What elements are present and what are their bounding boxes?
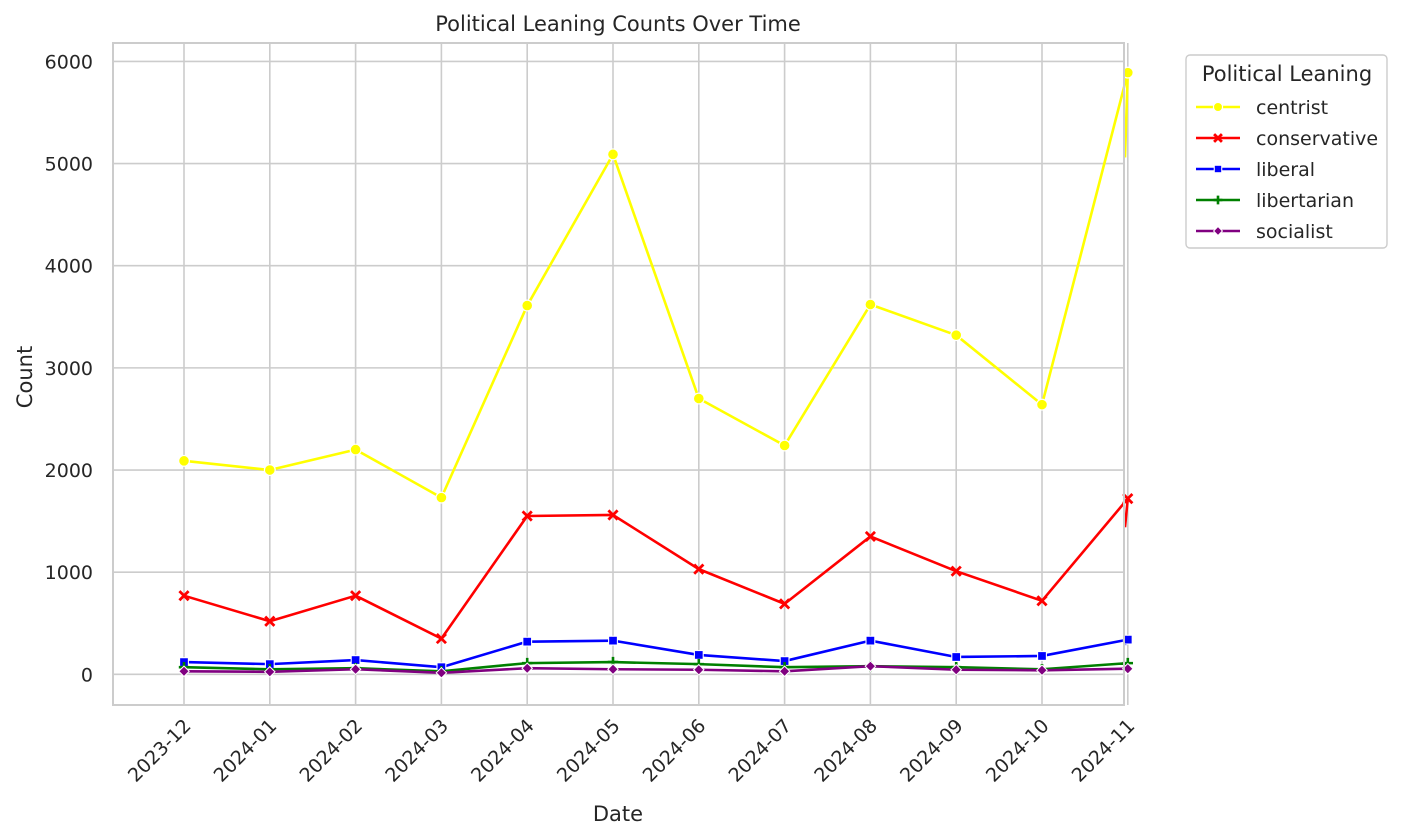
data-point-centrist <box>778 439 791 452</box>
x-tick-label: 2024-08 <box>810 715 882 787</box>
legend-item-socialist: socialist <box>1196 221 1333 243</box>
x-tick-label: 2024-03 <box>381 715 453 787</box>
legend-label-centrist: centrist <box>1256 97 1328 119</box>
legend-label-conservative: conservative <box>1256 128 1378 150</box>
data-point-conservative <box>264 615 276 627</box>
legend-item-libertarian: libertarian <box>1196 190 1354 212</box>
legend-title: Political Leaning <box>1202 62 1372 86</box>
legend-items: centrist conservative liberal libertarian so… <box>1196 97 1378 243</box>
data-point-conservative <box>607 509 619 521</box>
data-point-socialist <box>864 660 877 673</box>
data-point-centrist <box>606 148 619 161</box>
data-point-socialist <box>178 665 190 678</box>
data-point-centrist <box>1035 398 1048 411</box>
x-axis-label: Date <box>593 802 643 826</box>
data-point-centrist <box>950 329 963 342</box>
data-point-conservative <box>350 590 362 602</box>
y-tick-label: 5000 <box>45 154 93 176</box>
legend-marker-conservative <box>1213 133 1223 143</box>
grid-lines <box>113 43 1129 705</box>
x-tick-label: 2024-07 <box>724 715 796 787</box>
data-point-liberal <box>693 649 704 660</box>
data-point-liberal <box>522 636 533 647</box>
data-point-liberal <box>608 635 618 646</box>
data-point-conservative <box>435 633 447 645</box>
plot-frame <box>112 42 1125 706</box>
legend-item-conservative: conservative <box>1196 128 1378 150</box>
x-tick-label: 2024-04 <box>467 715 539 787</box>
data-point-socialist <box>692 663 705 676</box>
data-point-liberal <box>865 635 876 646</box>
data-point-conservative <box>178 590 190 602</box>
y-tick-label: 1000 <box>45 562 93 584</box>
legend-marker-libertarian <box>1213 195 1223 205</box>
data-point-centrist <box>864 298 877 311</box>
data-point-conservative <box>864 530 876 543</box>
data-point-conservative <box>779 598 791 610</box>
data-point-socialist <box>778 665 791 678</box>
x-tick-label: 2023-12 <box>124 715 196 787</box>
series-line-centrist <box>183 71 1130 499</box>
series-socialist <box>178 660 1134 679</box>
series-conservative <box>178 493 1134 645</box>
legend-label-socialist: socialist <box>1256 221 1333 243</box>
data-point-centrist <box>349 443 362 456</box>
data-point-centrist <box>178 454 191 467</box>
legend-marker-centrist <box>1212 101 1224 113</box>
legend-marker-liberal <box>1213 164 1223 174</box>
x-tick-label: 2024-09 <box>896 715 968 787</box>
data-point-liberal <box>1037 651 1047 661</box>
y-tick-label: 2000 <box>45 460 93 482</box>
legend-label-liberal: liberal <box>1256 159 1315 181</box>
data-point-conservative <box>693 563 705 575</box>
data-point-liberal <box>951 652 962 662</box>
series-libertarian <box>178 656 1133 677</box>
data-point-socialist <box>263 665 276 678</box>
data-point-conservative <box>1036 595 1048 607</box>
data-point-centrist <box>435 491 448 504</box>
data-point-socialist <box>349 663 362 676</box>
data-point-socialist <box>607 663 619 676</box>
x-tick-label: 2024-05 <box>553 715 625 787</box>
legend-item-centrist: centrist <box>1196 97 1328 119</box>
data-point-socialist <box>435 666 448 679</box>
y-tick-label: 4000 <box>45 256 93 278</box>
series-layer <box>178 66 1134 679</box>
x-tick-label: 2024-02 <box>295 715 367 787</box>
y-tick-label: 3000 <box>45 358 93 380</box>
y-tick-label: 0 <box>81 664 93 686</box>
x-axis-ticks: 2023-12 2024-01 2024-02 2024-03 2024-04 2024-… <box>124 715 1139 787</box>
x-tick-label: 2024-10 <box>982 715 1054 787</box>
x-tick-label: 2024-01 <box>210 715 282 787</box>
chart-title: Political Leaning Counts Over Time <box>435 12 801 36</box>
legend: Political Leaning centrist conservative li… <box>1185 54 1388 249</box>
data-point-socialist <box>521 662 534 675</box>
x-tick-label: 2024-06 <box>639 715 711 787</box>
legend-label-libertarian: libertarian <box>1256 190 1354 212</box>
y-axis-label: Count <box>13 346 37 408</box>
series-liberal <box>179 634 1133 673</box>
data-point-centrist <box>692 392 705 405</box>
data-point-centrist <box>521 299 534 312</box>
data-point-conservative <box>950 565 962 577</box>
data-point-socialist <box>950 663 963 676</box>
data-point-socialist <box>1036 664 1048 677</box>
y-axis-ticks: 0 1000 2000 3000 4000 5000 6000 <box>45 51 93 686</box>
series-line-conservative <box>183 497 1130 640</box>
data-point-conservative <box>521 510 533 522</box>
series-centrist <box>178 66 1134 504</box>
legend-item-liberal: liberal <box>1196 159 1315 181</box>
legend-marker-socialist <box>1212 225 1224 237</box>
data-point-centrist <box>263 464 276 477</box>
x-tick-label: 2024-11 <box>1068 715 1140 787</box>
y-tick-label: 6000 <box>45 51 93 73</box>
data-point-centrist <box>1121 66 1134 79</box>
